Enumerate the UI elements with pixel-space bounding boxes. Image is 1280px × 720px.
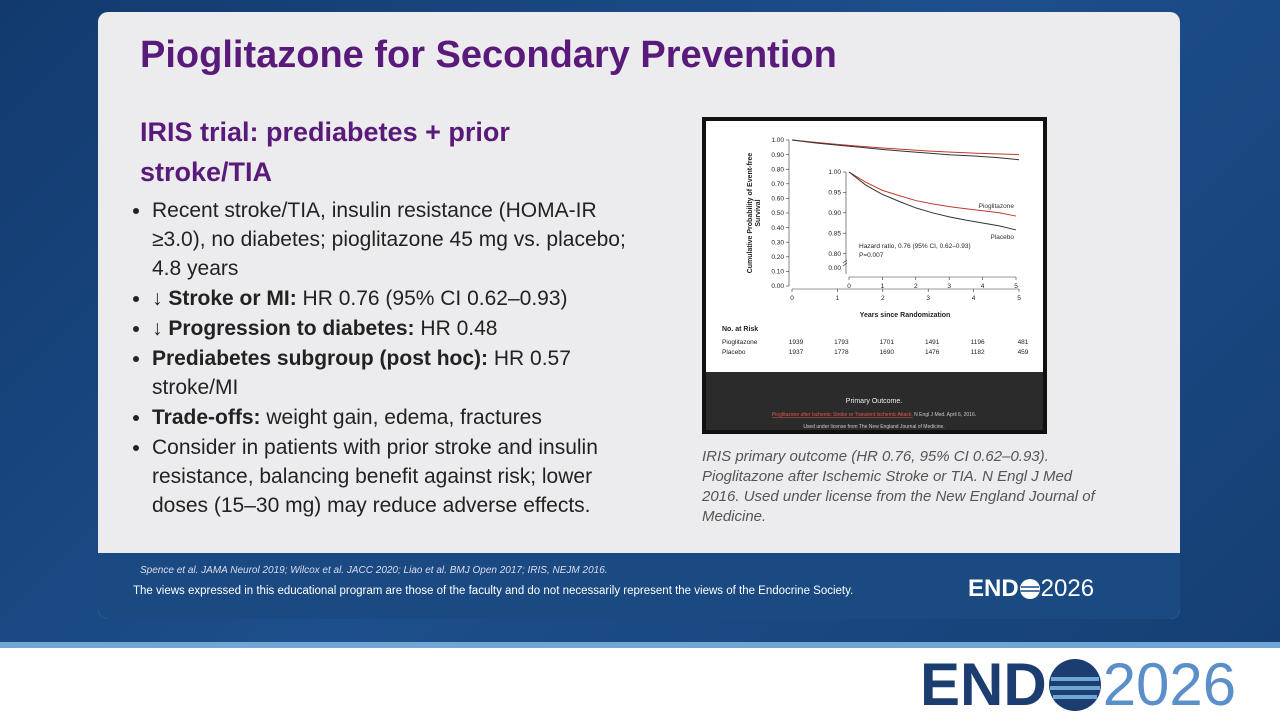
at-risk-value: 1937	[789, 349, 804, 356]
source-link[interactable]: Pioglitazone after Ischemic Stroke or Tr…	[772, 412, 913, 418]
bullet-bold: Trade-offs:	[152, 406, 261, 429]
at-risk-value: 1196	[971, 339, 985, 346]
bullet-text: Recent stroke/TIA, insulin resistance (H…	[152, 199, 626, 280]
bullet: Trade-offs: weight gain, edema, fracture…	[152, 403, 632, 432]
x-tick-label: 2	[881, 295, 885, 302]
bullet-text: HR 0.57 stroke/MI	[152, 347, 571, 399]
at-risk-value: 1491	[925, 339, 940, 346]
bullet-text: Consider in patients with prior stroke a…	[152, 436, 598, 517]
banner-logo-left: END	[920, 651, 1047, 718]
bullet-text: HR 0.48	[414, 317, 498, 340]
survival-curve	[848, 171, 1017, 217]
y-tick-label: 0.95	[828, 190, 841, 197]
x-tick-label: 1	[836, 295, 840, 302]
axis-break	[842, 259, 848, 267]
at-risk-value: 1939	[789, 339, 804, 346]
at-risk-value: 1793	[834, 339, 849, 346]
survival-curve	[791, 139, 1020, 161]
y-tick-label: 0.80	[771, 166, 784, 173]
source-rest: N Engl J Med. April 6, 2016.	[913, 412, 976, 418]
y-tick-label: 0.85	[828, 230, 841, 237]
survival-curve	[791, 139, 1020, 156]
x-tick-label: 3	[947, 283, 951, 290]
banner-logo-right: 2026	[1102, 651, 1237, 718]
y-tick-label: 0.00	[771, 283, 784, 290]
bullet: Prediabetes subgroup (post hoc): HR 0.57…	[152, 344, 632, 402]
at-risk-value: 1778	[834, 349, 849, 356]
series-label: Placebo	[991, 234, 1015, 241]
y-tick-label: 0.50	[771, 210, 784, 217]
bullet: ↓ Progression to diabetes: HR 0.48	[152, 314, 632, 343]
y-tick-label: 0.70	[771, 181, 784, 188]
at-risk-name: Pioglitazone	[722, 339, 758, 346]
x-tick-label: 4	[972, 295, 976, 302]
bullet: ↓ Stroke or MI: HR 0.76 (95% CI 0.62–0.9…	[152, 284, 632, 313]
at-risk-value: 1476	[925, 349, 940, 356]
at-risk-value: 459	[1018, 349, 1029, 356]
y-tick-label: 0.40	[771, 225, 784, 232]
at-risk-value: 1690	[880, 349, 895, 356]
bullet-text: HR 0.76 (95% CI 0.62–0.93)	[296, 287, 568, 310]
bullet-bold: ↓ Stroke or MI:	[152, 287, 297, 310]
y-tick-label: 0.10	[771, 269, 784, 276]
survival-curve	[848, 171, 1017, 231]
x-tick-label: 0	[790, 295, 794, 302]
x-tick-label: 5	[1017, 295, 1021, 302]
license: Used under license from The New England …	[803, 424, 944, 430]
at-risk-title: No. at Risk	[722, 326, 758, 333]
banner-logo: END 2026	[920, 650, 1236, 719]
annotation: P=0.007	[859, 252, 884, 259]
logo: END 2026	[968, 575, 1094, 603]
references: Spence et al. JAMA Neurol 2019; Wilcox e…	[140, 565, 608, 576]
at-risk-name: Placebo	[722, 349, 746, 356]
at-risk-value: 1182	[971, 349, 985, 356]
bullet-text: weight gain, edema, fractures	[260, 406, 542, 429]
x-axis-label: Years since Randomization	[860, 312, 951, 319]
logo-left: END	[968, 575, 1019, 602]
subtitle: IRIS trial: prediabetes + prior stroke/T…	[140, 117, 510, 187]
x-tick-label: 2	[914, 283, 918, 290]
x-tick-label: 3	[926, 295, 930, 302]
banner-globe	[1048, 658, 1101, 711]
bullet: Consider in patients with prior stroke a…	[152, 433, 632, 520]
x-tick-label: 4	[981, 283, 985, 290]
figure: Primary Outcome. Pioglitazone after Isch…	[702, 117, 1047, 434]
bullet: Recent stroke/TIA, insulin resistance (H…	[152, 196, 632, 283]
y-tick-label: 1.00	[828, 169, 841, 176]
bullet-bold: ↓ Progression to diabetes:	[152, 317, 415, 340]
figure-caption-title: Primary Outcome.	[846, 398, 902, 405]
series-label: Pioglitazone	[979, 203, 1015, 210]
axis-break-label: 0.00	[828, 265, 841, 272]
disclaimer: The views expressed in this educational …	[133, 585, 854, 597]
figure-source: Pioglitazone after Ischemic Stroke or Tr…	[772, 412, 976, 418]
y-tick-label: 1.00	[771, 137, 784, 144]
at-risk-value: 1701	[880, 339, 895, 346]
stripe	[0, 642, 1280, 648]
y-axis-label: Cumulative Probability of Event-freeSurv…	[747, 153, 762, 274]
y-tick-label: 0.60	[771, 196, 784, 203]
x-tick-label: 5	[1014, 283, 1018, 290]
at-risk-value: 481	[1018, 339, 1029, 346]
y-tick-label: 0.20	[771, 254, 784, 261]
y-tick-label: 0.90	[828, 210, 841, 217]
globe	[1019, 579, 1040, 599]
caption: IRIS primary outcome (HR 0.76, 95% CI 0.…	[702, 448, 1095, 525]
title: Pioglitazone for Secondary Prevention	[140, 34, 837, 76]
logo-right: 2026	[1040, 575, 1095, 602]
y-tick-label: 0.90	[771, 152, 784, 159]
footer	[98, 553, 1180, 619]
figure-caption-panel	[706, 372, 1043, 430]
figure-panel	[706, 121, 1043, 372]
bullets: Recent stroke/TIA, insulin resistance (H…	[132, 196, 632, 521]
x-tick-label: 0	[847, 283, 851, 290]
bullet-bold: Prediabetes subgroup (post hoc):	[152, 347, 489, 370]
x-tick-label: 1	[881, 283, 885, 290]
y-tick-label: 0.80	[828, 251, 841, 258]
y-tick-label: 0.30	[771, 239, 784, 246]
annotation: Hazard ratio, 0.76 (95% CI, 0.62–0.93)	[859, 243, 971, 250]
